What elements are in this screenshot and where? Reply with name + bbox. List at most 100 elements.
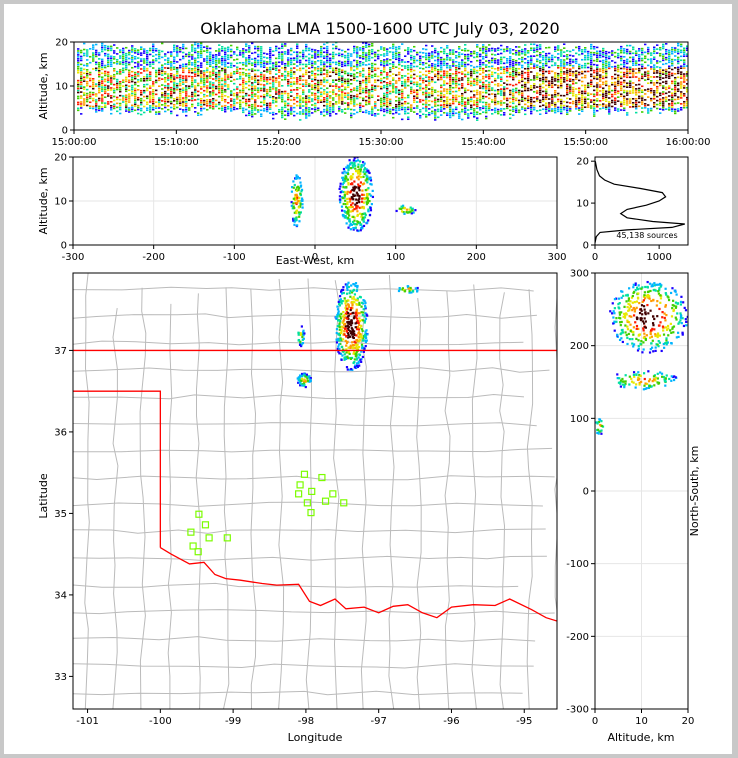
time-height-cell (569, 74, 572, 77)
time-height-cell (185, 97, 188, 99)
time-height-cell (680, 49, 683, 52)
time-height-cell (398, 109, 401, 111)
time-height-cell (593, 59, 596, 62)
time-height-cell (464, 103, 467, 106)
time-height-cell (104, 74, 107, 77)
time-height-cell (662, 105, 665, 107)
time-height-cell (500, 44, 503, 47)
time-height-cell (635, 68, 638, 70)
time-height-cell (347, 94, 350, 96)
time-height-cell (311, 98, 314, 100)
time-height-cell (467, 97, 470, 99)
time-height-cell (374, 59, 377, 62)
east-west-cell (293, 207, 296, 210)
time-height-cell (287, 92, 290, 95)
time-height-cell (344, 82, 347, 85)
time-height-cell (512, 90, 515, 93)
time-height-cell (560, 53, 563, 55)
time-height-cell (497, 110, 500, 113)
time-height-cell (638, 91, 641, 94)
time-height-cell (626, 48, 629, 51)
time-height-cell (260, 75, 263, 78)
time-height-cell (104, 48, 107, 51)
time-height-cell (677, 60, 680, 63)
time-height-cell (680, 51, 683, 54)
time-height-cell (272, 50, 275, 53)
time-height-cell (314, 106, 317, 109)
time-height-cell (572, 82, 575, 85)
time-height-cell (101, 72, 104, 75)
time-height-cell (389, 112, 392, 115)
time-height-cell (311, 86, 314, 88)
time-height-cell (362, 46, 365, 48)
time-height-cell (143, 105, 146, 108)
east-west-cell (364, 171, 368, 174)
time-height-cell (272, 99, 275, 102)
time-height-cell (77, 79, 80, 82)
time-height-cell (593, 113, 596, 115)
time-height-cell (482, 111, 485, 114)
time-height-cell (170, 65, 173, 67)
time-height-cell (389, 51, 392, 53)
time-height-cell (107, 61, 110, 64)
east-west-cell (365, 177, 369, 181)
time-height-cell (431, 57, 434, 59)
time-height-cell (173, 50, 176, 53)
time-height-cell (284, 70, 287, 73)
time-height-cell (284, 45, 287, 47)
time-height-cell (320, 87, 323, 90)
time-height-cell (554, 76, 557, 78)
time-height-cell (188, 107, 191, 109)
east-west-cell (293, 198, 297, 202)
time-height-cell (230, 56, 233, 59)
time-height-cell (662, 107, 665, 109)
time-height-cell (350, 63, 353, 65)
time-height-cell (629, 84, 632, 87)
time-height-cell (416, 75, 419, 78)
time-height-cell (551, 70, 554, 73)
time-height-cell (515, 52, 518, 54)
time-height-cell (191, 79, 194, 82)
time-height-cell (527, 65, 530, 68)
time-height-cell (560, 98, 563, 101)
time-height-cell (464, 101, 467, 104)
time-height-cell (299, 55, 302, 58)
time-height-cell (77, 60, 80, 62)
time-height-cell (308, 83, 311, 85)
time-height-cell (218, 83, 221, 86)
time-height-cell (263, 70, 266, 72)
time-height-cell (311, 72, 314, 75)
time-height-cell (686, 49, 688, 51)
time-height-cell (665, 74, 668, 77)
time-height-cell (593, 93, 596, 96)
time-height-cell (278, 69, 281, 72)
time-height-cell (371, 70, 374, 73)
time-height-cell (344, 72, 347, 75)
time-height-cell (164, 73, 167, 75)
time-height-cell (671, 50, 674, 53)
time-height-cell (209, 65, 212, 68)
time-height-cell (353, 51, 356, 54)
time-height-cell (95, 49, 98, 52)
time-height-cell (542, 96, 545, 99)
east-west-cell (361, 212, 365, 216)
time-height-cell (533, 85, 536, 87)
time-height-cell (218, 85, 221, 88)
time-height-cell (677, 72, 680, 75)
time-height-cell (671, 62, 674, 65)
time-height-cell (128, 73, 131, 76)
time-height-cell (308, 85, 311, 87)
time-height-cell (686, 90, 688, 93)
time-height-cell (329, 91, 332, 93)
time-height-cell (515, 111, 518, 114)
time-height-cell (224, 91, 227, 93)
time-height-cell (338, 70, 341, 73)
time-height-cell (503, 56, 506, 59)
time-height-cell (557, 78, 560, 81)
time-height-cell (311, 84, 314, 86)
time-height-cell (434, 101, 437, 103)
time-height-cell (290, 61, 293, 64)
time-height-cell (305, 45, 308, 48)
time-height-cell (611, 93, 614, 96)
time-height-cell (122, 101, 125, 103)
